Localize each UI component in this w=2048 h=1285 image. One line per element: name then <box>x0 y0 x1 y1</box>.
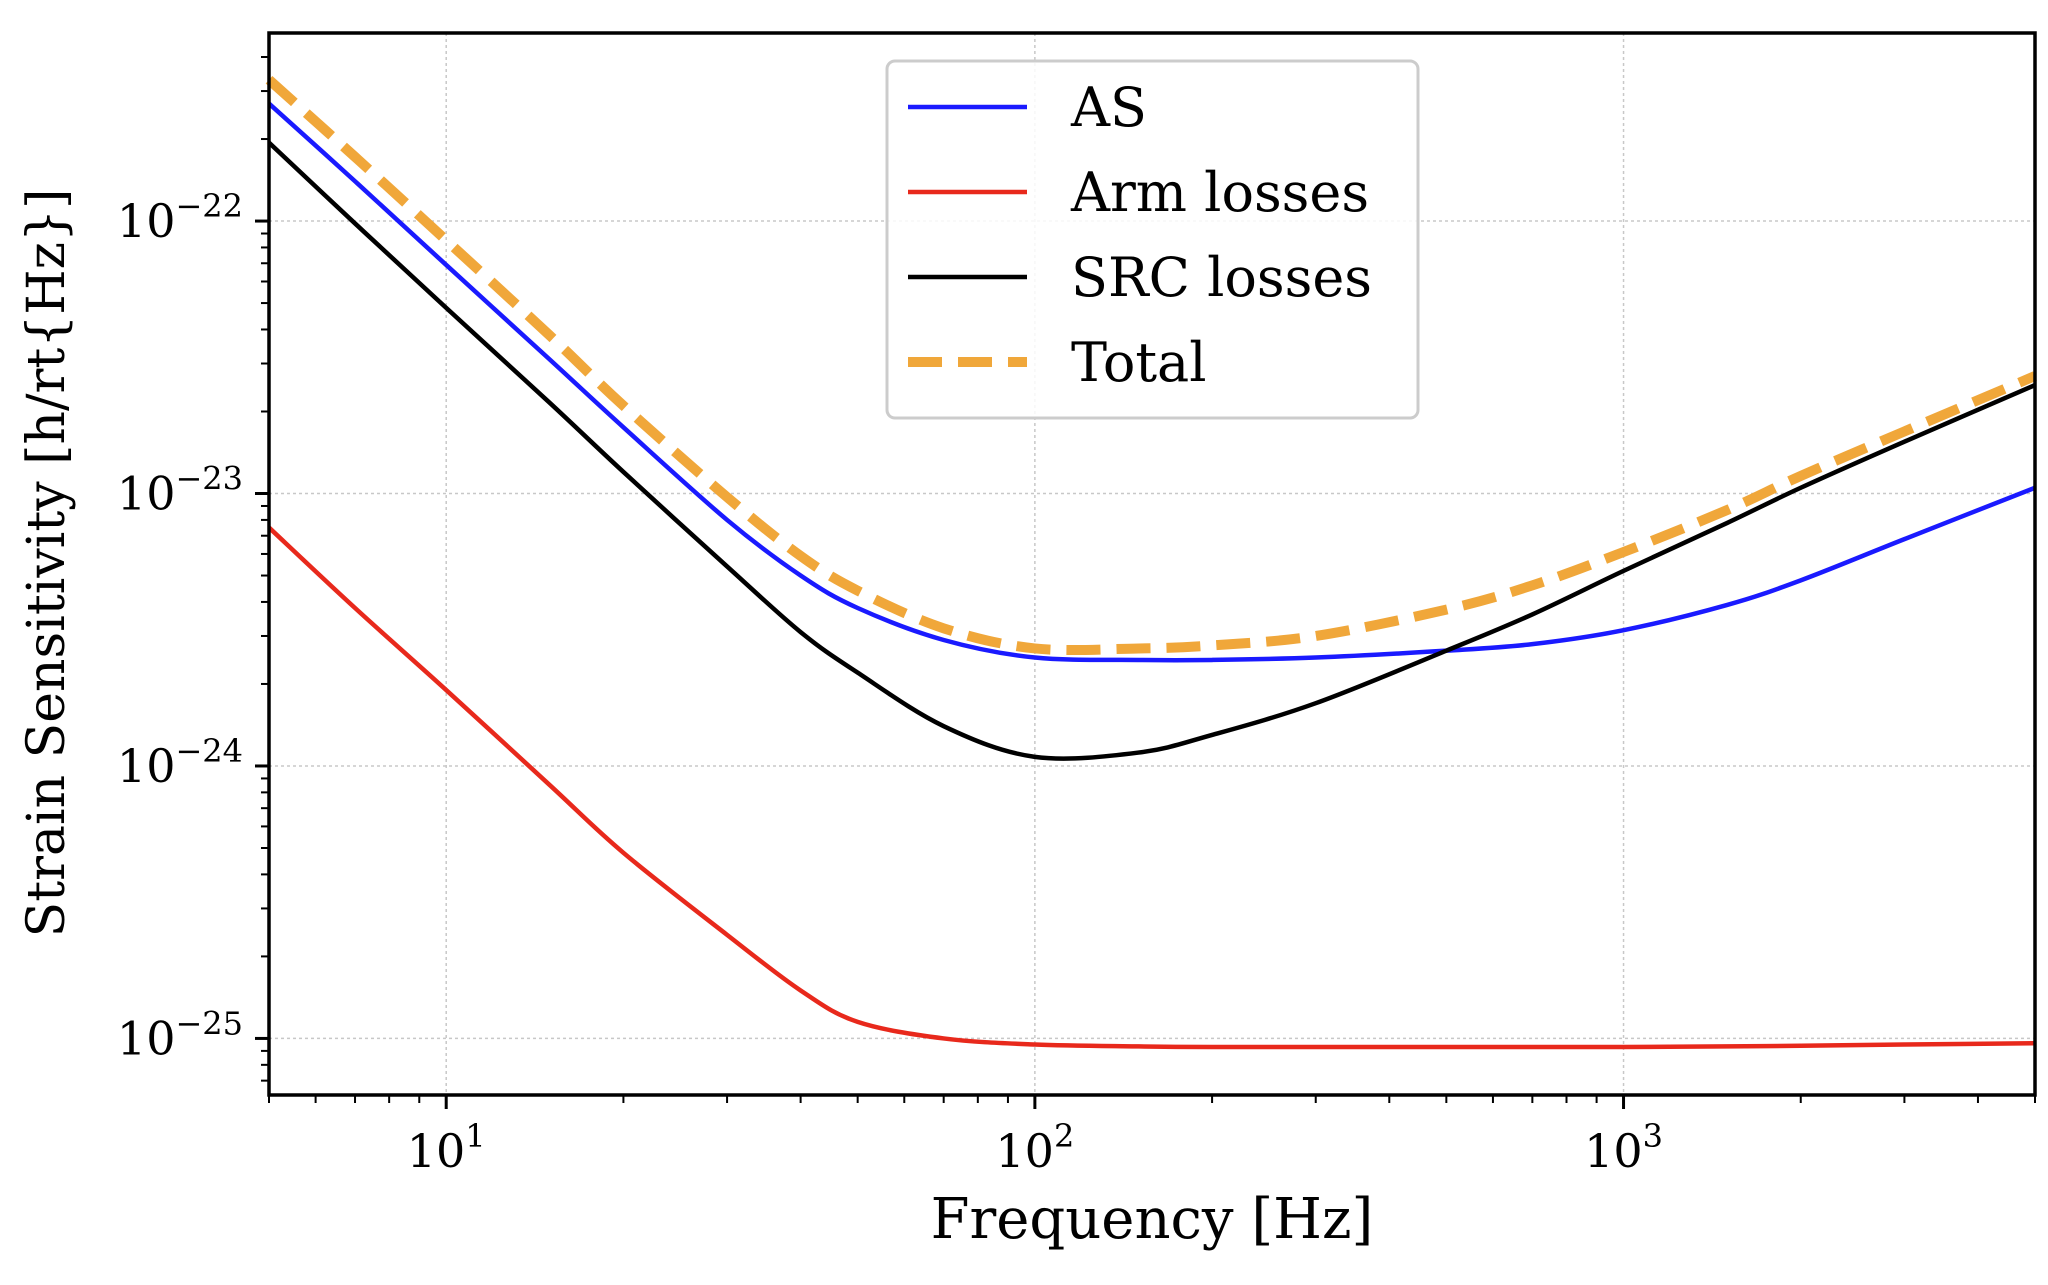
series-line-total <box>265 76 2037 656</box>
x-tick-label: 101 <box>407 1117 486 1178</box>
y-axis-label: Strain Sensitivity [h/rt{Hz}] <box>17 189 77 938</box>
y-tick-label: 10−23 <box>117 460 243 521</box>
series-line-arm-losses <box>267 525 2036 1050</box>
y-tick-label: 10−24 <box>117 732 243 793</box>
series-lines <box>265 76 2037 1050</box>
legend: AS Arm losses SRC losses Total <box>885 59 1420 420</box>
x-tick-label: 103 <box>1584 1117 1663 1178</box>
x-tick-label: 102 <box>995 1117 1074 1178</box>
y-tick-label: 10−25 <box>117 1004 243 1065</box>
legend-label-arm-losses: Arm losses <box>1070 161 1369 224</box>
legend-box <box>885 59 1420 420</box>
y-tick-label: 10−22 <box>117 187 243 248</box>
legend-label-total: Total <box>1071 331 1207 394</box>
x-axis-label: Frequency [Hz] <box>931 1187 1374 1252</box>
legend-label-src-losses: SRC losses <box>1071 246 1372 309</box>
legend-label-as: AS <box>1070 76 1147 139</box>
series-line-src-losses <box>267 140 2036 761</box>
series-line-as <box>267 101 2036 663</box>
plot-frame <box>267 31 2037 1097</box>
axis-ticks: 101 102 103 10−22 10−23 10−24 10−25 <box>117 56 2036 1178</box>
